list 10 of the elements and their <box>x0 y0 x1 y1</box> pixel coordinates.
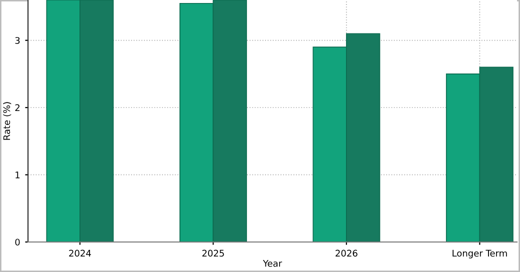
y-tick-label: 0 <box>15 238 20 246</box>
y-axis-title: Rate (%) <box>3 102 12 140</box>
x-axis-title: Year <box>262 260 282 267</box>
y-tick-label: 1 <box>16 172 20 178</box>
x-tick-label: 2024 <box>69 250 91 257</box>
x-tick-label: 2025 <box>202 250 224 257</box>
y-tick-label: 2 <box>15 104 20 111</box>
x-tick-label: 2026 <box>336 250 358 257</box>
y-tick-label: 3 <box>15 37 20 44</box>
x-tick-label: Longer Term <box>452 250 507 258</box>
